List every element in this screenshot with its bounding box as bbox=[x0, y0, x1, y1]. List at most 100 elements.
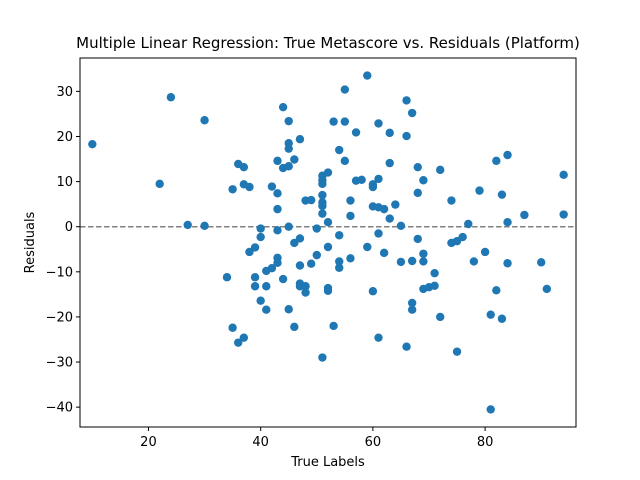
data-point bbox=[413, 188, 422, 198]
data-point bbox=[256, 232, 265, 242]
data-point bbox=[295, 135, 305, 144]
data-point bbox=[503, 150, 512, 160]
y-tick-label: −20 bbox=[46, 310, 73, 325]
data-point bbox=[301, 288, 310, 297]
data-point bbox=[503, 259, 512, 268]
data-point bbox=[318, 209, 327, 218]
data-point bbox=[368, 287, 378, 296]
axes-layer bbox=[79, 57, 577, 428]
data-point bbox=[396, 257, 406, 267]
data-point bbox=[537, 258, 546, 267]
data-point bbox=[335, 263, 344, 272]
data-point bbox=[155, 179, 164, 189]
data-point bbox=[385, 158, 394, 168]
data-point bbox=[273, 204, 282, 214]
data-point bbox=[497, 314, 507, 323]
data-point bbox=[335, 231, 344, 240]
data-point bbox=[234, 338, 243, 347]
data-point bbox=[486, 310, 495, 319]
data-point bbox=[340, 117, 350, 126]
data-point bbox=[503, 218, 512, 227]
data-point bbox=[273, 156, 282, 166]
data-point bbox=[318, 179, 327, 189]
data-point bbox=[379, 204, 389, 214]
data-point bbox=[306, 195, 316, 205]
data-point bbox=[312, 250, 321, 260]
y-axis-ticks: −40 −30 −20 −10 0 10 20 30 bbox=[46, 85, 80, 416]
data-point bbox=[407, 305, 417, 314]
y-tick-label: −30 bbox=[46, 356, 73, 371]
data-point bbox=[391, 200, 400, 209]
data-point bbox=[200, 221, 209, 231]
data-point bbox=[335, 145, 344, 155]
data-point bbox=[480, 247, 490, 257]
x-tick-label: 20 bbox=[140, 435, 157, 450]
data-point bbox=[374, 333, 383, 342]
data-point bbox=[402, 342, 411, 351]
data-point bbox=[284, 162, 293, 171]
chart-title: Multiple Linear Regression: True Metasco… bbox=[76, 34, 580, 52]
data-point bbox=[520, 210, 529, 220]
data-point bbox=[323, 286, 333, 295]
data-point bbox=[250, 273, 260, 282]
data-point bbox=[492, 156, 501, 166]
data-point bbox=[329, 117, 338, 126]
data-point bbox=[374, 229, 383, 238]
data-point bbox=[318, 353, 327, 362]
data-point bbox=[228, 185, 237, 194]
data-point bbox=[262, 282, 271, 291]
data-point bbox=[486, 405, 495, 414]
data-point bbox=[256, 224, 265, 233]
data-point bbox=[469, 257, 479, 266]
data-point bbox=[267, 264, 277, 273]
data-point bbox=[228, 323, 237, 332]
data-point bbox=[379, 248, 389, 258]
data-point bbox=[278, 274, 288, 284]
data-point bbox=[430, 281, 439, 291]
y-tick-label: 0 bbox=[65, 220, 73, 235]
data-point bbox=[497, 190, 507, 199]
y-tick-label: 10 bbox=[56, 175, 73, 190]
data-point bbox=[346, 254, 355, 263]
data-point bbox=[290, 322, 299, 332]
data-point bbox=[306, 259, 316, 268]
data-point bbox=[407, 298, 417, 308]
data-point bbox=[284, 305, 293, 314]
x-tick-label: 60 bbox=[365, 435, 382, 450]
data-point bbox=[419, 257, 428, 266]
data-point bbox=[273, 226, 282, 235]
data-point bbox=[284, 222, 293, 231]
data-point bbox=[374, 119, 383, 128]
data-point bbox=[340, 85, 350, 94]
data-point bbox=[284, 116, 293, 126]
points-layer bbox=[88, 71, 568, 414]
data-point bbox=[318, 201, 327, 211]
data-point bbox=[475, 186, 484, 195]
data-point bbox=[318, 190, 327, 200]
data-point bbox=[447, 196, 456, 205]
x-tick-label: 80 bbox=[477, 435, 494, 450]
data-point bbox=[492, 286, 501, 295]
data-point bbox=[413, 234, 422, 244]
data-point bbox=[239, 162, 249, 172]
data-point bbox=[222, 273, 232, 282]
data-point bbox=[559, 210, 568, 219]
data-point bbox=[419, 249, 428, 258]
x-tick-label: 40 bbox=[252, 435, 269, 450]
data-point bbox=[559, 170, 568, 180]
data-point bbox=[278, 102, 288, 112]
data-point bbox=[452, 347, 462, 356]
data-point bbox=[323, 218, 333, 227]
data-point bbox=[351, 128, 361, 137]
x-axis-ticks: 20 40 60 80 bbox=[140, 427, 493, 450]
data-point bbox=[346, 211, 355, 221]
data-point bbox=[346, 196, 355, 205]
data-point bbox=[273, 189, 282, 198]
data-point bbox=[458, 232, 467, 242]
data-point bbox=[245, 247, 254, 257]
data-point bbox=[323, 242, 333, 252]
data-point bbox=[413, 162, 422, 172]
